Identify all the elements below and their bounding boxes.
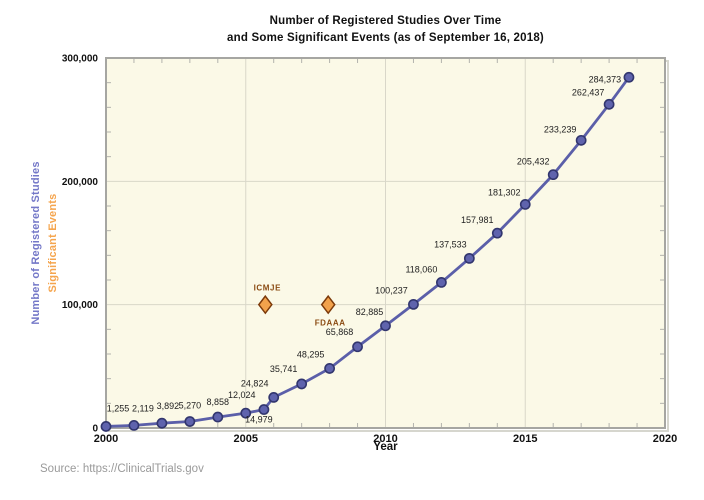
data-point-label: 205,432 bbox=[517, 157, 550, 167]
data-point bbox=[380, 320, 391, 332]
data-point-label: 284,373 bbox=[589, 74, 622, 84]
y-tick-label: 100,000 bbox=[62, 300, 99, 311]
data-point-label: 65,868 bbox=[326, 327, 354, 337]
x-tick-label: 2015 bbox=[513, 433, 537, 445]
x-tick-labels: 2000 2005 2010 2015 2020 bbox=[94, 433, 677, 445]
data-point bbox=[100, 421, 112, 432]
data-point-label: 35,741 bbox=[270, 364, 298, 374]
data-point-label: 14,979 bbox=[245, 415, 273, 425]
data-point bbox=[212, 411, 224, 423]
data-point bbox=[603, 98, 615, 110]
data-point-label: 5,270 bbox=[179, 401, 202, 411]
chart-title-line1: Number of Registered Studies Over Time bbox=[269, 15, 502, 27]
x-tick-label: 2010 bbox=[373, 433, 397, 445]
plot-frame bbox=[105, 57, 666, 429]
data-point-label: 48,295 bbox=[297, 349, 325, 359]
data-point-label: 181,302 bbox=[488, 187, 521, 197]
y-tick-label: 200,000 bbox=[62, 177, 99, 188]
data-point bbox=[128, 419, 140, 431]
x-tick-label: 2005 bbox=[234, 433, 258, 445]
chart-title: Number of Registered Studies Over Time a… bbox=[106, 13, 665, 47]
source-note: Source: https://ClinicalTrials.gov bbox=[40, 463, 204, 475]
data-point bbox=[352, 341, 363, 353]
data-point-label: 82,885 bbox=[356, 307, 384, 317]
data-point bbox=[575, 134, 587, 146]
data-point bbox=[324, 363, 335, 374]
y-tick-label: 300,000 bbox=[62, 54, 99, 65]
data-point-label: 262,437 bbox=[572, 87, 605, 97]
data-point bbox=[547, 169, 559, 181]
y-tick-label: 0 bbox=[92, 424, 98, 435]
event-label: ICMJE bbox=[254, 284, 282, 293]
y-tick-labels: 0 100,000 200,000 300,000 bbox=[62, 54, 99, 435]
data-point-label: 157,981 bbox=[461, 215, 494, 225]
data-point bbox=[491, 227, 503, 239]
data-point bbox=[184, 416, 196, 427]
x-axis-label: Year bbox=[373, 441, 398, 453]
data-point-label: 100,237 bbox=[375, 285, 408, 295]
data-point bbox=[258, 404, 270, 415]
data-point-label: 137,533 bbox=[434, 239, 467, 249]
data-point bbox=[463, 252, 475, 264]
event-markers: ICMJE FDAAA bbox=[254, 284, 346, 328]
data-point bbox=[156, 417, 168, 429]
event-marker-diamond-fdaaa bbox=[320, 294, 336, 315]
gridlines bbox=[106, 58, 665, 428]
data-point-label: 8,858 bbox=[207, 397, 230, 407]
x-tick-label: 2000 bbox=[94, 433, 118, 445]
data-point bbox=[296, 378, 308, 390]
event-marker-diamond-icmje bbox=[257, 294, 273, 315]
data-point-label: 2,119 bbox=[132, 403, 154, 413]
data-point-label: 1,255 bbox=[107, 403, 130, 413]
data-point-markers bbox=[100, 71, 635, 432]
data-point-label: 233,239 bbox=[544, 124, 577, 134]
x-tick-label: 2020 bbox=[653, 433, 677, 445]
event-label: FDAAA bbox=[315, 319, 346, 328]
data-point bbox=[408, 298, 419, 310]
data-point bbox=[268, 391, 280, 403]
data-point bbox=[240, 407, 252, 419]
data-point bbox=[435, 276, 447, 288]
data-point bbox=[623, 71, 635, 83]
data-point-label: 3,892 bbox=[157, 401, 180, 411]
data-point-label: 118,060 bbox=[405, 264, 437, 274]
data-point bbox=[519, 198, 531, 210]
chart-title-line2: and Some Significant Events (as of Septe… bbox=[227, 32, 544, 44]
data-point-label: 24,824 bbox=[241, 378, 269, 388]
data-point-label: 12,024 bbox=[228, 390, 256, 400]
